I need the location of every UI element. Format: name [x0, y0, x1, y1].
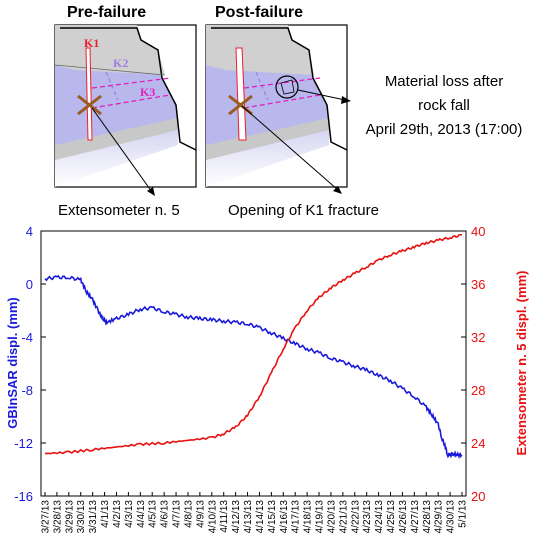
k3-fracture: [91, 77, 171, 89]
lower-grey-layer-post: [206, 118, 329, 160]
left-tick-label: 4: [26, 224, 33, 239]
x-tick-label: 4/3/13: [124, 500, 135, 528]
opening-arrowhead: [333, 186, 342, 194]
extensometer-series-line: [44, 233, 463, 455]
x-tick-label: 4/8/13: [183, 500, 194, 528]
extensometer-cross-b: [77, 94, 102, 116]
left-axis-label: GBInSAR displ. (mm): [5, 297, 20, 428]
series-lines: [44, 233, 463, 460]
plot-frame: [40, 230, 467, 497]
material-loss-line2: rock fall: [418, 97, 470, 114]
x-tick-label: 4/20/13: [326, 500, 337, 534]
right-tick-label: 40: [471, 224, 485, 239]
x-tick-label: 4/16/13: [279, 500, 290, 534]
base-gradient: [55, 130, 178, 187]
pre-failure-title: Pre-failure: [67, 4, 146, 21]
k1-label: K1: [84, 36, 99, 50]
x-tick-label: 4/9/13: [195, 500, 206, 528]
right-tick-label: 24: [471, 436, 485, 451]
x-tick-label: 5/1/13: [458, 500, 469, 528]
left-tick-label: -16: [14, 489, 33, 504]
extensometer-label: Extensometer n. 5: [58, 202, 180, 219]
k3-fracture-post: [243, 77, 321, 89]
extensometer-arrow: [91, 107, 153, 193]
x-tick-label: 4/7/13: [172, 500, 183, 528]
x-tick-label: 4/17/13: [291, 500, 302, 534]
lower-grey-layer: [55, 118, 178, 160]
x-tick-label: 4/10/13: [207, 500, 218, 534]
slope-profile: [60, 27, 197, 151]
k3-fracture-2: [91, 94, 171, 109]
slope-profile-post: [211, 27, 348, 151]
left-axis-ticks: 4 0 -4 -8 -12 -16: [14, 224, 46, 504]
annotations: Material loss after rock fall April 29th…: [58, 73, 522, 219]
x-tick-label: 3/27/13: [41, 500, 52, 534]
pre-failure-panel: Pre-failure K1 K2 K3: [54, 4, 197, 188]
x-axis-ticks: 3/27/13 3/28/13 3/29/13 3/30/13 3/31/13 4/1/1…: [41, 492, 469, 533]
x-tick-label: 4/24/13: [374, 500, 385, 534]
left-tick-label: -12: [14, 436, 33, 451]
rockfall-scar: [280, 79, 295, 95]
k3-label: K3: [140, 85, 155, 99]
x-tick-label: 4/26/13: [398, 500, 409, 534]
left-tick-label: 0: [26, 277, 33, 292]
x-tick-label: 4/25/13: [386, 500, 397, 534]
x-tick-label: 4/1/13: [100, 500, 111, 528]
annotation-arrows: [91, 89, 351, 196]
x-tick-label: 4/14/13: [255, 500, 266, 534]
material-loss-circle: [275, 75, 299, 99]
post-failure-panel: Post-failure: [205, 4, 348, 188]
k1-fracture: [85, 47, 93, 141]
post-failure-title: Post-failure: [215, 4, 303, 21]
x-tick-label: 3/31/13: [88, 500, 99, 534]
x-tick-label: 4/28/13: [422, 500, 433, 534]
k2-label: K2: [113, 56, 128, 70]
x-tick-label: 4/22/13: [350, 500, 361, 534]
x-tick-label: 4/21/13: [338, 500, 349, 534]
upper-grey-layer-post: [206, 25, 314, 75]
base-gradient-post: [206, 130, 329, 187]
right-axis-label: Extensometer n. 5 displ. (mm): [514, 271, 529, 456]
opening-label: Opening of K1 fracture: [228, 202, 379, 219]
x-tick-label: 4/5/13: [148, 500, 159, 528]
x-tick-label: 3/29/13: [64, 500, 75, 534]
k1-fracture-opened: [235, 47, 247, 141]
x-tick-label: 3/30/13: [76, 500, 87, 534]
material-loss-arrow: [297, 89, 346, 101]
x-tick-label: 4/23/13: [362, 500, 373, 534]
x-tick-label: 4/2/13: [112, 500, 123, 528]
right-tick-label: 28: [471, 383, 485, 398]
x-tick-label: 4/27/13: [410, 500, 421, 534]
material-loss-line3: April 29th, 2013 (17:00): [366, 121, 523, 138]
extensometer-arrowhead: [147, 187, 155, 196]
left-tick-label: -4: [21, 330, 33, 345]
upper-grey-layer: [55, 25, 165, 75]
x-tick-label: 3/28/13: [52, 500, 63, 534]
right-tick-label: 20: [471, 489, 485, 504]
x-tick-label: 4/13/13: [243, 500, 254, 534]
x-tick-label: 4/18/13: [303, 500, 314, 534]
material-loss-arrowhead: [341, 96, 351, 104]
opening-arrow: [241, 105, 339, 191]
material-loss-line1: Material loss after: [385, 73, 503, 90]
x-tick-label: 4/29/13: [434, 500, 445, 534]
k3-fracture-post-2: [243, 94, 321, 109]
right-tick-label: 36: [471, 277, 485, 292]
x-tick-label: 4/15/13: [267, 500, 278, 534]
x-tick-label: 4/19/13: [315, 500, 326, 534]
gbinsar-series-line: [44, 274, 463, 460]
layer-boundary: [54, 64, 166, 76]
x-tick-label: 4/4/13: [136, 500, 147, 528]
x-tick-label: 4/12/13: [231, 500, 242, 534]
right-axis-ticks: 40 36 32 28 24 20: [461, 224, 485, 504]
x-tick-label: 4/11/13: [219, 500, 230, 533]
x-tick-label: 4/6/13: [160, 500, 171, 528]
x-tick-label: 4/30/13: [446, 500, 457, 534]
right-tick-label: 32: [471, 330, 485, 345]
left-tick-label: -8: [21, 383, 33, 398]
extensometer-cross-post-b: [228, 94, 253, 116]
